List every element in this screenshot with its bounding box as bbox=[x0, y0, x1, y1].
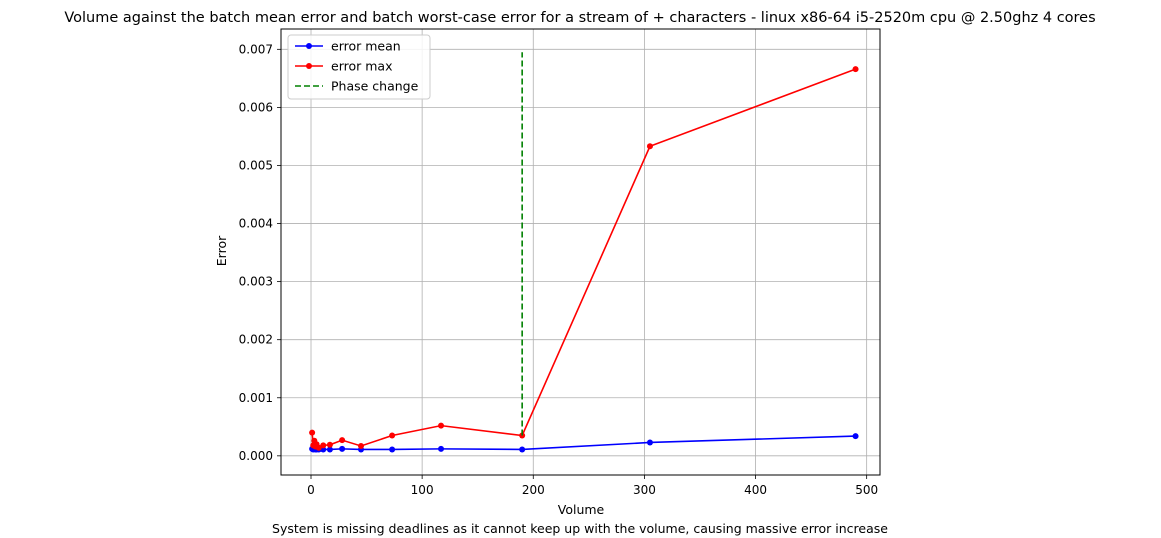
data-point bbox=[519, 432, 526, 439]
data-point bbox=[389, 432, 396, 439]
y-tick-label: 0.000 bbox=[239, 449, 273, 463]
data-point bbox=[315, 444, 322, 451]
x-tick-label: 500 bbox=[855, 483, 878, 497]
y-tick-label: 0.005 bbox=[239, 158, 273, 172]
data-point bbox=[519, 446, 526, 453]
data-point bbox=[326, 441, 333, 448]
y-tick-label: 0.003 bbox=[239, 275, 273, 289]
series-layer bbox=[309, 52, 859, 453]
chart-caption: System is missing deadlines as it cannot… bbox=[272, 521, 888, 536]
data-point bbox=[852, 433, 859, 440]
chart-title: Volume against the batch mean error and … bbox=[64, 10, 1095, 26]
grid bbox=[281, 29, 880, 475]
legend-label: error mean bbox=[331, 39, 401, 54]
data-point bbox=[646, 439, 653, 446]
x-tick-label: 400 bbox=[744, 483, 767, 497]
y-tick-label: 0.007 bbox=[239, 42, 273, 56]
legend-label: error max bbox=[331, 59, 392, 74]
data-point bbox=[852, 66, 859, 73]
series-line bbox=[311, 68, 856, 450]
data-point bbox=[326, 446, 333, 453]
data-point bbox=[320, 442, 327, 449]
y-axis-label: Error bbox=[214, 235, 229, 266]
data-point bbox=[358, 442, 365, 449]
x-tick-label: 300 bbox=[633, 483, 656, 497]
y-tick-label: 0.001 bbox=[239, 391, 273, 405]
plot-frame bbox=[280, 28, 881, 476]
series-1 bbox=[309, 66, 859, 451]
data-point bbox=[438, 445, 445, 452]
data-point bbox=[339, 437, 346, 444]
legend: error mean error max Phase change bbox=[287, 34, 431, 100]
data-point bbox=[389, 446, 396, 453]
x-tick-label: 200 bbox=[522, 483, 545, 497]
legend-box bbox=[287, 34, 431, 100]
data-point bbox=[646, 143, 653, 150]
legend-label: Phase change bbox=[331, 79, 419, 94]
data-point bbox=[339, 445, 346, 452]
data-point bbox=[309, 429, 316, 436]
legend-swatch-marker bbox=[306, 43, 312, 49]
x-tick-label: 0 bbox=[307, 483, 315, 497]
axes: 0 100 200 300 400 500 0.000 0.001 0.002 0.003 0.00… bbox=[239, 42, 878, 497]
x-tick-label: 100 bbox=[411, 483, 434, 497]
x-axis-label: Volume bbox=[558, 502, 605, 517]
data-point bbox=[438, 422, 445, 429]
y-tick-label: 0.004 bbox=[239, 217, 273, 231]
y-tick-label: 0.002 bbox=[239, 333, 273, 347]
legend-swatch-marker bbox=[306, 63, 312, 69]
y-tick-label: 0.006 bbox=[239, 100, 273, 114]
